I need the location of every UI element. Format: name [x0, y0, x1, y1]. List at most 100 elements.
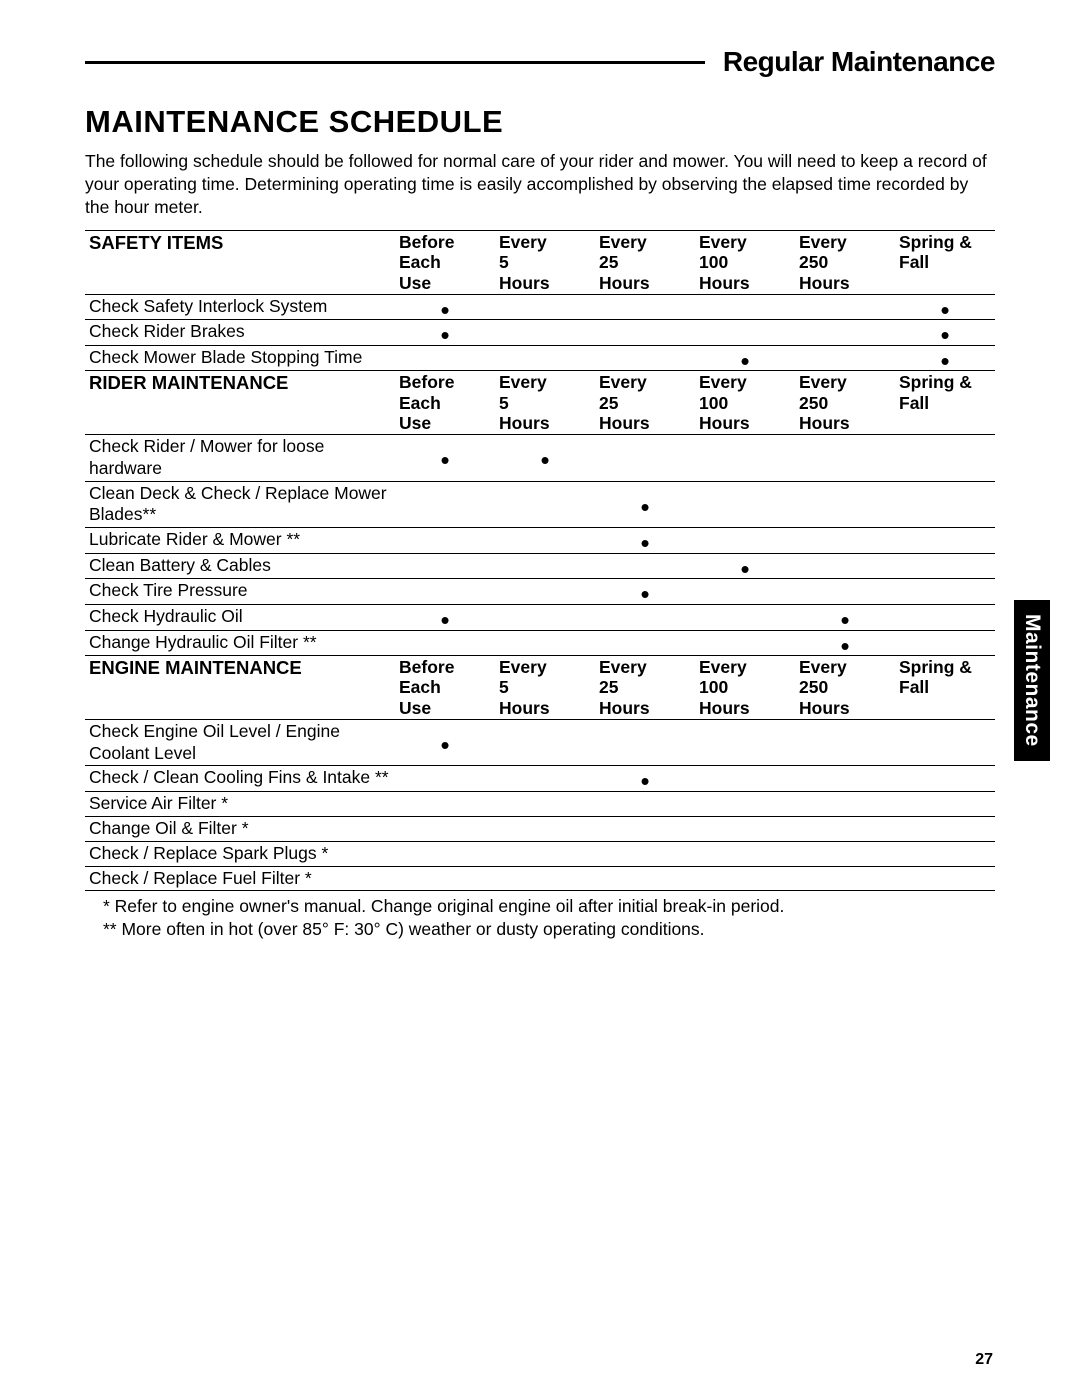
schedule-cell [495, 719, 595, 766]
intro-paragraph: The following schedule should be followe… [85, 150, 995, 218]
schedule-cell [895, 528, 995, 554]
table-row: Service Air Filter * [85, 791, 995, 816]
schedule-cell [795, 294, 895, 320]
schedule-cell: • [395, 294, 495, 320]
schedule-cell [895, 866, 995, 891]
schedule-cell [595, 320, 695, 346]
schedule-cell [895, 434, 995, 481]
table-row: Check Engine Oil Level / Engine Coolant … [85, 719, 995, 766]
col-header: Spring &Fall [895, 231, 995, 294]
col-header: Every250Hours [795, 231, 895, 294]
page-title: MAINTENANCE SCHEDULE [85, 104, 995, 140]
schedule-cell [595, 345, 695, 371]
schedule-cell [395, 866, 495, 891]
schedule-cell [495, 553, 595, 579]
schedule-cell [495, 345, 595, 371]
schedule-cell [595, 434, 695, 481]
schedule-cell [495, 816, 595, 841]
table-row: Check / Clean Cooling Fins & Intake **• [85, 766, 995, 792]
schedule-cell: • [395, 605, 495, 631]
schedule-cell [695, 605, 795, 631]
table-row: Check Mower Blade Stopping Time•• [85, 345, 995, 371]
schedule-cell: • [395, 320, 495, 346]
schedule-cell [795, 841, 895, 866]
col-header: Every5Hours [495, 371, 595, 434]
schedule-cell [795, 791, 895, 816]
schedule-cell [695, 294, 795, 320]
table-row: Clean Battery & Cables• [85, 553, 995, 579]
schedule-cell [895, 841, 995, 866]
footnote-2: ** More often in hot (over 85° F: 30° C)… [103, 918, 995, 941]
schedule-cell: • [495, 434, 595, 481]
schedule-cell [395, 841, 495, 866]
schedule-cell [695, 528, 795, 554]
section-title: Regular Maintenance [723, 46, 995, 78]
schedule-cell [795, 866, 895, 891]
schedule-cell [695, 481, 795, 528]
schedule-cell [395, 481, 495, 528]
schedule-cell [895, 605, 995, 631]
schedule-cell [395, 553, 495, 579]
schedule-cell: • [395, 719, 495, 766]
table-body-rider: Check Rider / Mower for loose hardware••… [85, 434, 995, 655]
maintenance-table: SAFETY ITEMS BeforeEachUse Every5Hours E… [85, 230, 995, 891]
group-title-engine: ENGINE MAINTENANCE [85, 656, 395, 719]
col-header: Spring &Fall [895, 656, 995, 719]
row-label: Check Engine Oil Level / Engine Coolant … [85, 719, 395, 766]
schedule-cell [695, 434, 795, 481]
row-label: Lubricate Rider & Mower ** [85, 528, 395, 554]
row-label: Clean Deck & Check / Replace Mower Blade… [85, 481, 395, 528]
col-header: BeforeEachUse [395, 371, 495, 434]
table-row: Check Hydraulic Oil•• [85, 605, 995, 631]
schedule-cell [795, 528, 895, 554]
table-row: Check Tire Pressure• [85, 579, 995, 605]
col-header: Every250Hours [795, 656, 895, 719]
col-header: Every100Hours [695, 231, 795, 294]
table-row: Change Hydraulic Oil Filter **• [85, 630, 995, 656]
schedule-cell [495, 579, 595, 605]
footnote-1: * Refer to engine owner's manual. Change… [103, 895, 995, 918]
schedule-cell [795, 766, 895, 792]
schedule-cell: • [595, 579, 695, 605]
schedule-cell [395, 579, 495, 605]
schedule-cell [695, 816, 795, 841]
schedule-cell: • [395, 434, 495, 481]
row-label: Check / Replace Fuel Filter * [85, 866, 395, 891]
table-row: Clean Deck & Check / Replace Mower Blade… [85, 481, 995, 528]
schedule-cell [495, 320, 595, 346]
row-label: Change Oil & Filter * [85, 816, 395, 841]
col-header: Every100Hours [695, 371, 795, 434]
schedule-cell [595, 816, 695, 841]
schedule-cell [495, 481, 595, 528]
col-header: Spring &Fall [895, 371, 995, 434]
row-label: Service Air Filter * [85, 791, 395, 816]
table-header-rider: RIDER MAINTENANCE BeforeEachUse Every5Ho… [85, 371, 995, 434]
col-header: Every250Hours [795, 371, 895, 434]
schedule-cell [495, 791, 595, 816]
row-label: Change Hydraulic Oil Filter ** [85, 630, 395, 656]
schedule-cell [695, 841, 795, 866]
table-row: Check Rider Brakes•• [85, 320, 995, 346]
col-header: Every25Hours [595, 656, 695, 719]
footnotes: * Refer to engine owner's manual. Change… [103, 895, 995, 941]
schedule-cell: • [895, 345, 995, 371]
table-row: Lubricate Rider & Mower ** • [85, 528, 995, 554]
row-label: Clean Battery & Cables [85, 553, 395, 579]
col-header: Every5Hours [495, 656, 595, 719]
schedule-cell [595, 630, 695, 656]
side-tab-maintenance: Maintenance [1014, 600, 1050, 761]
schedule-cell [795, 481, 895, 528]
row-label: Check Hydraulic Oil [85, 605, 395, 631]
schedule-cell: • [595, 528, 695, 554]
schedule-cell [495, 866, 595, 891]
schedule-cell [595, 866, 695, 891]
col-header: Every25Hours [595, 231, 695, 294]
schedule-cell [895, 579, 995, 605]
schedule-cell [395, 528, 495, 554]
table-body-engine: Check Engine Oil Level / Engine Coolant … [85, 719, 995, 891]
schedule-cell [795, 320, 895, 346]
schedule-cell [795, 345, 895, 371]
row-label: Check Safety Interlock System [85, 294, 395, 320]
schedule-cell: • [595, 481, 695, 528]
header-rule: Regular Maintenance [85, 46, 995, 78]
